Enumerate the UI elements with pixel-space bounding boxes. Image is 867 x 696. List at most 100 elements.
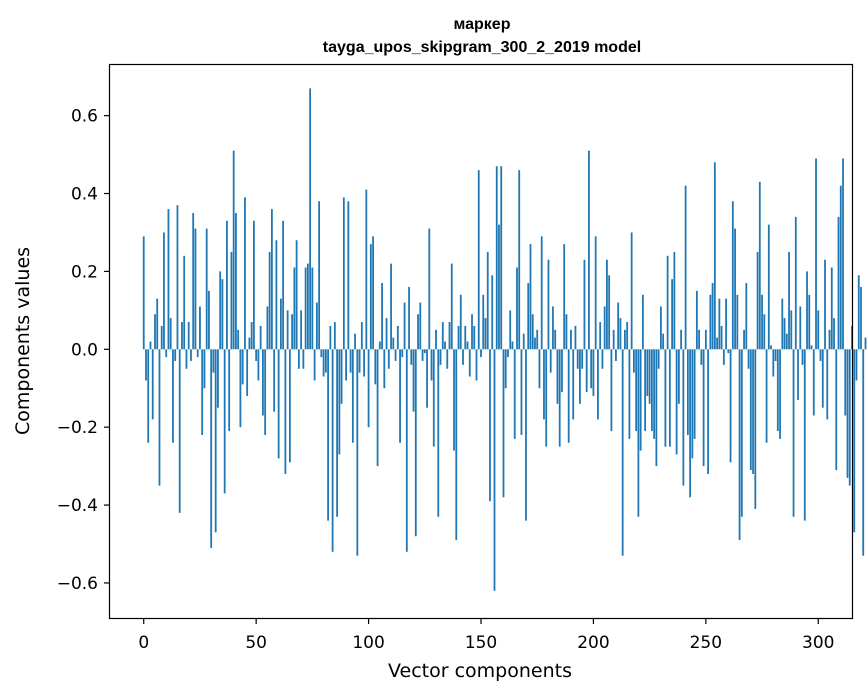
bar-182 [552,306,554,350]
bar-174 [534,337,536,350]
bar-176 [538,349,541,389]
bar-259 [725,298,727,350]
bar-264 [736,294,739,350]
bar-251 [707,349,709,474]
bar-150 [480,349,482,358]
bar-4 [151,349,154,420]
bar-22 [192,212,195,350]
bar-16 [178,349,181,513]
y-tick-label-4: 0.2 [71,262,98,282]
bar-213 [621,349,624,556]
bar-0 [142,236,145,350]
bar-118 [408,286,410,350]
bar-225 [648,349,651,404]
bar-69 [297,349,300,369]
bar-137 [450,263,453,350]
bar-317 [855,349,858,381]
bar-295 [806,271,808,350]
bar-278 [767,224,770,350]
x-tick-label-200: 200 [577,633,609,653]
y-tick-label-2: −0.2 [57,418,98,438]
bar-135 [446,349,449,369]
bar-172 [529,244,532,350]
bar-7 [158,349,161,486]
x-tick-label-50: 50 [245,633,267,653]
bar-287 [788,251,790,350]
bar-245 [693,349,696,439]
bar-95 [356,349,359,556]
bar-266 [740,349,743,517]
bar-232 [664,349,667,447]
bar-146 [471,314,473,350]
bar-227 [653,349,656,439]
bar-255 [716,337,718,350]
bar-226 [650,349,653,432]
bar-26 [201,349,204,435]
bar-77 [315,302,318,350]
bar-133 [441,322,444,350]
bar-35 [221,279,224,350]
bar-88 [340,349,343,404]
bar-165 [513,349,516,439]
bar-32 [214,349,217,533]
bar-189 [567,349,570,443]
bar-87 [338,349,341,455]
bar-244 [691,349,694,459]
bar-166 [516,267,518,350]
y-tick-label-1: −0.4 [57,496,98,516]
bar-145 [468,349,471,377]
bar-11 [167,209,170,350]
bar-97 [360,322,363,350]
bar-113 [396,325,399,350]
bar-274 [758,181,761,350]
bar-202 [597,349,599,420]
bar-193 [576,349,579,369]
bar-83 [329,325,332,350]
bar-37 [226,220,228,350]
bar-70 [300,310,303,350]
bar-270 [749,349,752,471]
bar-321 [864,337,867,350]
bar-76 [313,349,316,381]
bar-78 [318,201,321,350]
y-tick-label-5: 0.4 [71,185,98,205]
bar-65 [288,349,291,463]
bar-231 [662,333,665,350]
bar-242 [686,349,689,435]
bar-17 [181,322,183,350]
bar-318 [857,275,860,350]
bar-100 [367,349,370,428]
bar-126 [426,349,428,408]
bar-291 [797,349,799,400]
bar-3 [149,341,152,350]
bar-305 [828,329,831,350]
bar-275 [761,294,763,350]
bar-63 [284,349,287,474]
bar-216 [628,349,631,439]
bar-96 [358,349,361,373]
bar-292 [799,306,802,350]
bar-84 [331,349,334,552]
bar-271 [752,349,754,474]
bar-130 [435,329,437,350]
bar-66 [291,314,294,350]
bar-111 [392,337,395,350]
bar-5 [154,314,156,350]
bar-196 [583,259,586,350]
bar-188 [565,314,568,350]
bar-46 [246,349,249,397]
bar-219 [635,349,638,432]
bar-286 [785,333,788,350]
bar-162 [507,349,509,358]
bar-279 [770,345,772,350]
bar-36 [223,349,226,494]
bar-260 [727,349,730,354]
bar-170 [525,349,527,521]
bar-131 [437,349,440,517]
bar-38 [228,349,231,432]
bar-190 [570,329,572,350]
x-tick-label-0: 0 [138,633,149,653]
x-tick-label-250: 250 [690,633,722,653]
bar-284 [781,298,784,350]
bar-262 [731,201,734,350]
